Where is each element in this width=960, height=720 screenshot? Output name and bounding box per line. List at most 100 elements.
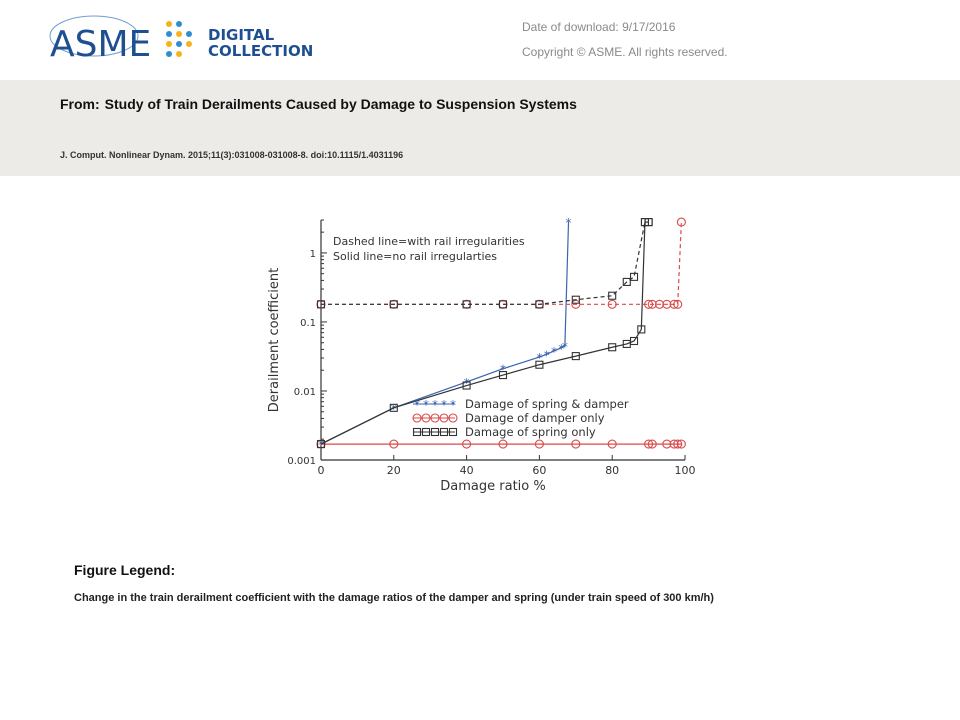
y-tick-label: 1 bbox=[310, 249, 316, 260]
x-tick-label: 60 bbox=[532, 464, 546, 477]
circle-marker bbox=[571, 439, 581, 449]
figure-legend-text: Change in the train derailment coefficie… bbox=[74, 592, 714, 604]
legend-item: Damage of spring only bbox=[412, 425, 596, 439]
circle-marker bbox=[498, 439, 508, 449]
y-axis-label: Derailment coefficient bbox=[267, 268, 282, 412]
svg-text:DIGITAL: DIGITAL bbox=[208, 26, 275, 44]
circle-marker bbox=[669, 299, 679, 309]
star-marker: * bbox=[544, 348, 550, 362]
article-citation: J. Comput. Nonlinear Dynam. 2015;11(3):0… bbox=[60, 150, 404, 160]
circle-marker bbox=[607, 439, 617, 449]
square-marker bbox=[608, 343, 617, 352]
x-tick-label: 0 bbox=[318, 464, 325, 477]
square-marker bbox=[316, 300, 326, 309]
circle-marker bbox=[669, 439, 679, 449]
square-marker bbox=[535, 360, 544, 369]
star-marker: * bbox=[414, 398, 420, 412]
copyright-notice: Copyright © ASME. All rights reserved. bbox=[522, 45, 728, 59]
circle-marker bbox=[534, 439, 544, 449]
article-title[interactable]: Study of Train Derailments Caused by Dam… bbox=[104, 96, 577, 112]
x-tick-label: 80 bbox=[605, 464, 619, 477]
series-square-dashed bbox=[316, 218, 653, 309]
circle-marker bbox=[412, 413, 422, 423]
x-tick-label: 40 bbox=[460, 464, 474, 477]
svg-text:ASME: ASME bbox=[50, 24, 151, 65]
square-marker bbox=[389, 403, 398, 412]
square-marker bbox=[430, 427, 440, 437]
svg-text:COLLECTION: COLLECTION bbox=[208, 42, 313, 60]
circle-marker bbox=[644, 439, 654, 449]
square-marker bbox=[498, 371, 508, 380]
article-info-band bbox=[0, 80, 960, 176]
circle-marker bbox=[389, 439, 399, 449]
circle-marker bbox=[430, 413, 440, 423]
circle-marker bbox=[676, 217, 686, 227]
square-marker bbox=[389, 300, 398, 309]
star-marker: * bbox=[558, 342, 564, 356]
circle-marker bbox=[676, 439, 686, 449]
circle-marker bbox=[462, 439, 472, 449]
logo-dots-icon bbox=[166, 21, 192, 57]
square-marker bbox=[535, 300, 544, 309]
star-marker: * bbox=[432, 398, 438, 412]
square-marker bbox=[498, 300, 508, 309]
series-circle-dashed bbox=[316, 217, 686, 309]
star-marker: * bbox=[391, 402, 397, 416]
series-line bbox=[321, 221, 649, 305]
star-marker: * bbox=[318, 438, 324, 452]
square-marker bbox=[439, 427, 449, 437]
x-tick-label: 100 bbox=[675, 464, 696, 477]
date-of-download: Date of download: 9/17/2016 bbox=[522, 20, 676, 34]
circle-marker bbox=[647, 439, 657, 449]
circle-marker bbox=[439, 413, 449, 423]
legend-item: * * * * * Damage of spring & damper bbox=[413, 397, 629, 412]
square-marker bbox=[608, 291, 617, 300]
circle-marker bbox=[571, 299, 581, 309]
circle-marker bbox=[654, 299, 665, 309]
star-marker: * bbox=[450, 398, 456, 412]
circle-marker bbox=[662, 299, 672, 309]
star-marker: * bbox=[566, 216, 572, 230]
derailment-chart: 0 20 40 60 80 100 0.001 0.01 0.1 1 Damage ratio % D… bbox=[267, 216, 696, 494]
square-marker bbox=[421, 427, 431, 437]
legend-label: Damage of spring & damper bbox=[465, 397, 629, 411]
series-star-solid: ***** * * *** bbox=[318, 216, 572, 452]
star-marker: * bbox=[562, 340, 568, 354]
star-marker: * bbox=[464, 376, 470, 390]
circle-marker bbox=[421, 413, 431, 423]
series-circle-solid bbox=[316, 439, 686, 449]
square-marker bbox=[412, 427, 422, 437]
series-line bbox=[320, 222, 570, 445]
square-marker bbox=[629, 272, 639, 281]
square-marker bbox=[316, 440, 326, 449]
square-marker bbox=[571, 295, 580, 304]
circle-marker bbox=[673, 439, 683, 449]
star-marker: * bbox=[536, 351, 542, 365]
circle-marker bbox=[647, 299, 657, 309]
square-marker bbox=[448, 427, 458, 437]
y-tick-label: 0.001 bbox=[287, 456, 316, 467]
series-line bbox=[320, 221, 649, 445]
square-marker bbox=[629, 336, 639, 346]
circle-marker bbox=[607, 299, 617, 309]
legend-label: Damage of spring only bbox=[465, 425, 596, 439]
chart-annotation: Solid line=no rail irregularties bbox=[333, 250, 497, 263]
circle-marker bbox=[644, 299, 654, 309]
figure-chart: 0 20 40 60 80 100 0.001 0.01 0.1 1 Damage ratio % D… bbox=[260, 210, 700, 500]
circle-marker bbox=[673, 299, 683, 309]
x-axis-label: Damage ratio % bbox=[440, 479, 545, 494]
star-marker: * bbox=[500, 363, 506, 377]
square-marker bbox=[622, 277, 631, 286]
square-marker bbox=[462, 300, 471, 309]
article-from: From: Study of Train Derailments Caused b… bbox=[60, 96, 577, 112]
circle-marker bbox=[662, 439, 672, 449]
x-tick-label: 20 bbox=[387, 464, 401, 477]
y-tick-label: 0.01 bbox=[294, 387, 316, 398]
circle-marker bbox=[448, 413, 458, 423]
series-line bbox=[321, 222, 682, 305]
legend-label: Damage of damper only bbox=[465, 411, 605, 425]
figure-legend-heading: Figure Legend: bbox=[74, 562, 176, 578]
square-marker bbox=[462, 381, 471, 390]
asme-logo: ASME DIGITAL COLLECTION bbox=[48, 10, 328, 70]
chart-annotation: Dashed line=with rail irregularities bbox=[333, 235, 525, 248]
